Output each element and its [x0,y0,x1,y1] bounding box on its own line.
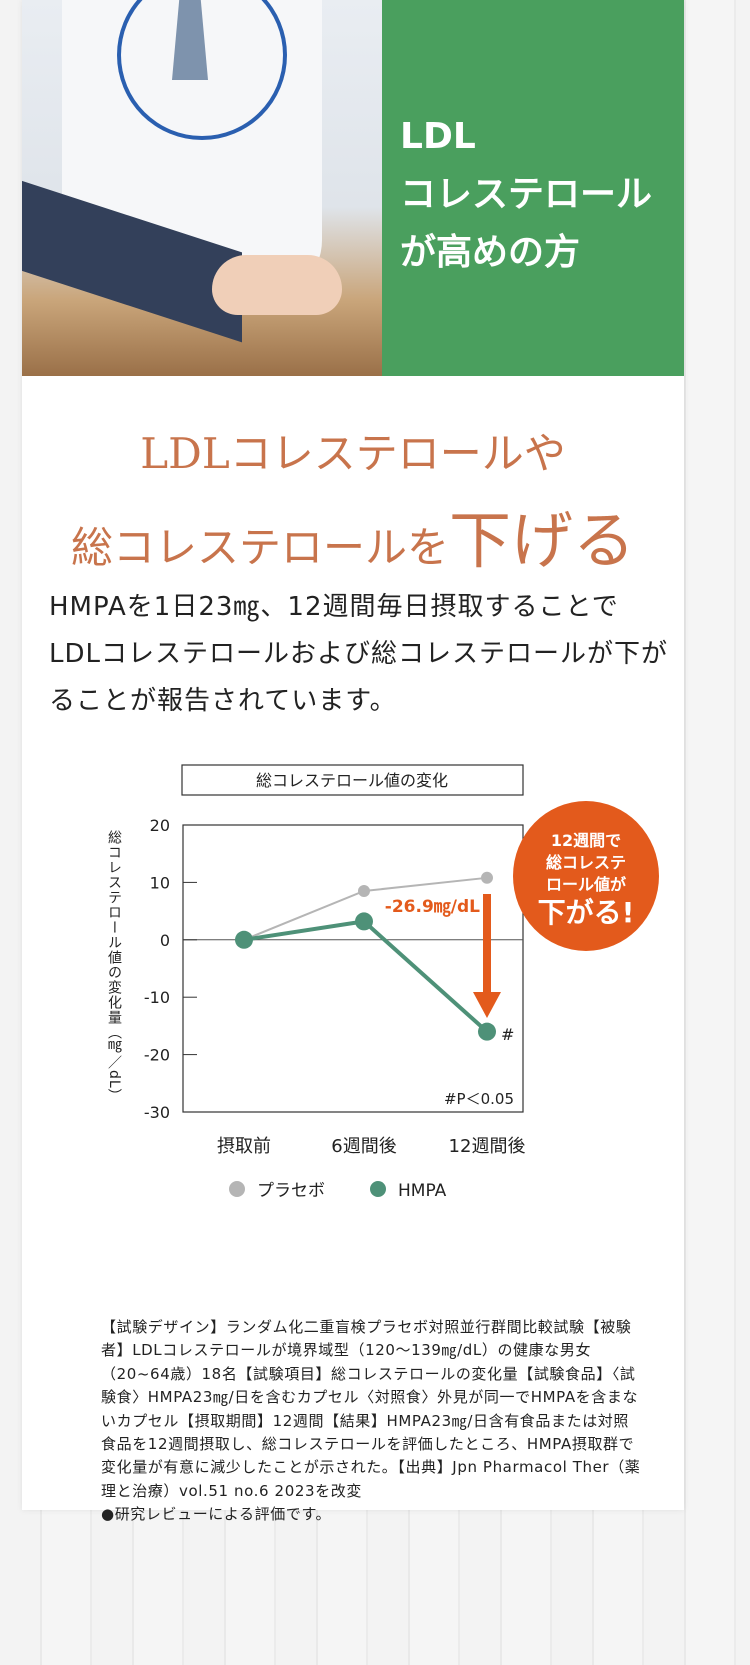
content-card: LDL コレステロール が高めの方 LDLコレステロールや 総コレステロールを下… [22,0,684,1523]
y-tick-label: 10 [150,873,170,892]
y-tick-label: 20 [150,816,170,835]
badge-line: 12週間で [551,831,621,850]
y-tick-label: -20 [144,1046,170,1065]
series-line-1 [243,919,489,1034]
chart-title: 総コレステロール値の変化 [256,771,448,790]
stethoscope [117,0,287,140]
x-tick-label: 摂取前 [217,1136,271,1157]
significance-note: #P＜0.05 [444,1090,514,1108]
badge-line: ロール値が [546,875,626,894]
y-tick-label: -10 [144,988,170,1007]
hero-line: LDL [400,116,476,157]
data-point [235,930,253,949]
plot-frame [182,824,524,1113]
badge-line: 総コレステ [546,853,626,872]
y-axis-label: 総コレステロール値の変化量（㎎／dL） [106,830,122,1104]
headline-emphasis: 下げる [449,504,636,577]
cholesterol-chart: 総コレステロール値の変化 20 10 0 -10 -20 -30 総コレステロール値の変化量（… [106,764,659,1201]
legend-marker [229,1181,245,1197]
data-point [358,885,370,898]
headline-line1: LDLコレステロールや [140,429,566,478]
chart-title-box [181,764,524,796]
down-arrow-head [473,992,501,1018]
legend-label: HMPA [398,1181,447,1201]
hero-panel: LDL コレステロール が高めの方 [382,0,684,376]
callout-badge [513,801,659,951]
review-note: ●研究レビューによる評価です。 [101,1505,332,1524]
headline-prefix: 総コレステロールを [70,523,449,572]
legend-label: プラセボ [257,1181,325,1201]
study-details: 【試験デザイン】ランダム化二重盲検プラセボ対照並行群間比較試験【被験者】LDLコ… [101,1318,641,1500]
doctor-photo [22,0,382,376]
x-tick-label: 6週間後 [331,1136,396,1157]
hand [212,255,342,315]
legend-marker [370,1181,386,1197]
data-point [481,871,493,884]
body-text: HMPAを1日23㎎、12週間毎日摂取することでLDLコレステロールおよび総コレ… [49,592,668,716]
headline-line2: 総コレステロールを下げる [22,490,684,580]
data-point [478,1022,496,1041]
down-arrow-shaft [483,894,491,994]
significance-mark: # [501,1025,514,1044]
x-tick-label: 12週間後 [449,1136,526,1157]
hero-line: コレステロール [400,174,653,215]
study-note: 【試験デザイン】ランダム化二重盲検プラセボ対照並行群間比較試験【被験者】LDLコ… [101,1316,641,1527]
badge-line: 下がる! [538,896,635,929]
y-tick-label: 0 [160,931,170,950]
hero-line: が高めの方 [400,232,581,273]
difference-label: -26.9㎎/dL [385,897,480,918]
data-point [355,912,373,931]
y-tick-label: -30 [144,1103,170,1122]
